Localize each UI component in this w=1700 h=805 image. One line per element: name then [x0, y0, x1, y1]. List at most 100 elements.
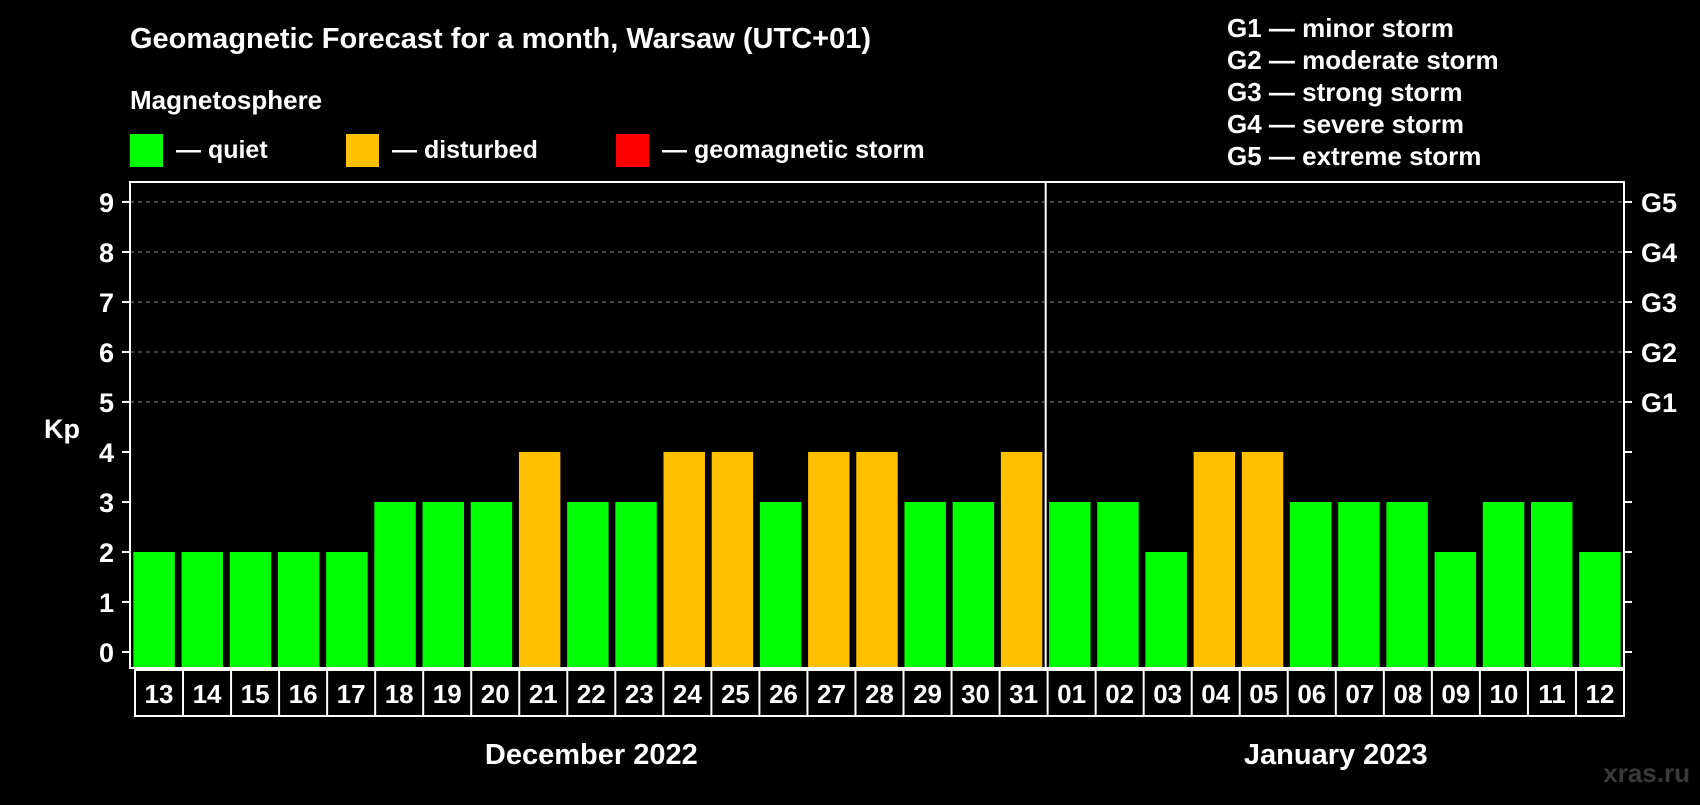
- y-tick-label: 6: [99, 338, 114, 368]
- bar: [1434, 552, 1477, 668]
- day-label: 07: [1345, 679, 1374, 709]
- day-label: 05: [1249, 679, 1278, 709]
- day-label: 16: [289, 679, 318, 709]
- bars: [133, 452, 1621, 668]
- day-label: 10: [1489, 679, 1518, 709]
- day-label: 15: [241, 679, 270, 709]
- bar: [1241, 452, 1284, 668]
- bar: [1097, 502, 1139, 668]
- bar: [904, 502, 946, 668]
- bar: [1290, 502, 1332, 668]
- bar: [663, 452, 705, 668]
- month-label: January 2023: [1244, 739, 1428, 771]
- right-tick-label: G4: [1641, 238, 1677, 268]
- legend-swatch: [346, 134, 379, 167]
- day-label: 29: [913, 679, 942, 709]
- bar: [1193, 452, 1236, 668]
- bar: [422, 502, 464, 668]
- y-tick-label: 4: [99, 438, 114, 468]
- bar: [952, 502, 995, 668]
- day-label: 08: [1393, 679, 1422, 709]
- day-label: 04: [1201, 679, 1230, 709]
- day-label: 03: [1153, 679, 1182, 709]
- day-label: 24: [673, 679, 702, 709]
- bar: [1579, 552, 1621, 668]
- legend-label: — quiet: [176, 136, 268, 164]
- bar: [229, 552, 272, 668]
- day-label: 20: [481, 679, 510, 709]
- storm-legend-item: G1 — minor storm: [1227, 13, 1454, 43]
- legend-label: — disturbed: [392, 136, 538, 164]
- right-tick-label: G1: [1641, 388, 1677, 418]
- day-label: 14: [193, 679, 222, 709]
- bar: [181, 552, 224, 668]
- month-labels: December 2022 January 2023: [485, 739, 1428, 771]
- day-label: 17: [337, 679, 366, 709]
- storm-legend-item: G5 — extreme storm: [1227, 141, 1481, 171]
- bar: [518, 452, 561, 668]
- storm-legend-item: G3 — strong storm: [1227, 77, 1462, 107]
- watermark: xras.ru: [1603, 758, 1690, 788]
- day-label: 25: [721, 679, 750, 709]
- day-labels: 13 14 15 16 17 18 19 20 21 22 23 24 25 26 27 28 29 30 31 01…: [134, 669, 1625, 717]
- bar: [470, 502, 513, 668]
- grid: [130, 201, 1624, 403]
- storm-legend-item: G2 — moderate storm: [1227, 45, 1499, 75]
- day-label: 13: [145, 679, 174, 709]
- y-tick-label: 0: [99, 638, 114, 668]
- bar: [1482, 502, 1525, 668]
- month-label: December 2022: [485, 739, 698, 771]
- bar: [759, 502, 802, 668]
- y-tick-label: 8: [99, 238, 114, 268]
- y-tick-label: 9: [99, 188, 114, 218]
- right-tick-label: G3: [1641, 288, 1677, 318]
- day-label: 30: [961, 679, 990, 709]
- bar: [1338, 502, 1380, 668]
- day-label: 11: [1538, 679, 1566, 709]
- chart-title: Geomagnetic Forecast for a month, Warsaw…: [130, 23, 871, 55]
- bar: [1049, 502, 1091, 668]
- legend: — quiet — disturbed — geomagnetic storm: [130, 134, 925, 167]
- day-label: 28: [865, 679, 894, 709]
- day-label: 06: [1297, 679, 1326, 709]
- bar: [1386, 502, 1428, 668]
- bar: [1000, 452, 1043, 668]
- y-tick-label: 5: [99, 388, 114, 418]
- bar: [133, 552, 175, 668]
- y-axis-ticks: 0 1 2 3 4 5 6 7 8 9: [99, 188, 130, 668]
- bar: [567, 502, 609, 668]
- bar: [326, 552, 368, 668]
- day-label: 18: [385, 679, 414, 709]
- bar: [277, 552, 320, 668]
- day-label: 19: [433, 679, 462, 709]
- day-label: 22: [577, 679, 606, 709]
- bar: [856, 452, 898, 668]
- bar: [808, 452, 850, 668]
- plot-frame: [129, 181, 1625, 669]
- day-row-frame: [134, 669, 1625, 717]
- y-tick-label: 3: [99, 488, 114, 518]
- bar: [1145, 552, 1187, 668]
- bar: [615, 502, 657, 668]
- y-axis-label: Kp: [44, 414, 80, 444]
- day-label: 02: [1105, 679, 1134, 709]
- day-label: 26: [769, 679, 798, 709]
- day-label: 31: [1009, 679, 1038, 709]
- bar: [374, 502, 416, 668]
- right-tick-label: G5: [1641, 188, 1677, 218]
- y-tick-label: 7: [99, 288, 114, 318]
- right-tick-label: G2: [1641, 338, 1677, 368]
- day-label: 01: [1057, 679, 1086, 709]
- legend-label: — geomagnetic storm: [662, 136, 925, 164]
- y-tick-label: 2: [99, 538, 114, 568]
- day-label: 27: [817, 679, 846, 709]
- storm-legend-item: G4 — severe storm: [1227, 109, 1464, 139]
- day-label: 21: [529, 679, 558, 709]
- day-label: 12: [1586, 679, 1615, 709]
- right-axis-ticks: G1 G2 G3 G4 G5: [1624, 188, 1677, 653]
- legend-swatch: [616, 134, 649, 167]
- bar: [711, 452, 754, 668]
- axes: [129, 181, 1625, 669]
